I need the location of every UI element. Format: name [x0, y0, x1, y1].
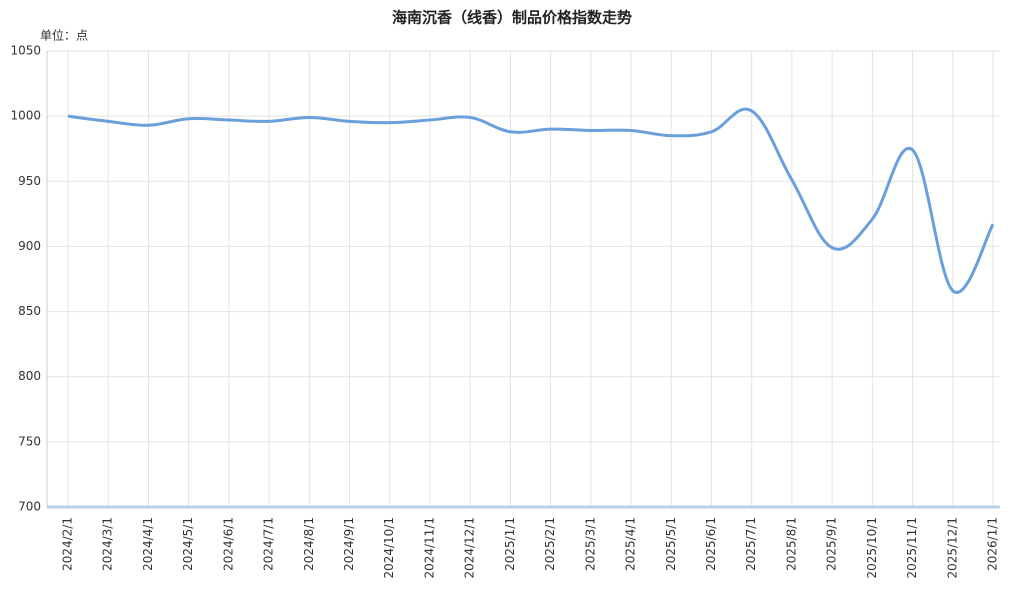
x-tick-label: 2025/11/1	[905, 517, 919, 579]
x-tick-label: 2025/9/1	[825, 517, 839, 571]
x-tick-label: 2024/10/1	[382, 517, 396, 579]
chart-title: 海南沉香（线香）制品价格指数走势	[392, 9, 632, 27]
x-tick-label: 2024/4/1	[141, 517, 155, 571]
y-tick-label: 1000	[10, 109, 41, 123]
x-tick-label: 2024/11/1	[422, 517, 436, 579]
y-tick-label: 850	[18, 304, 41, 318]
x-tick-label: 2025/7/1	[744, 517, 758, 571]
x-tick-label: 2025/5/1	[664, 517, 678, 571]
y-tick-label: 750	[18, 434, 41, 448]
x-tick-label: 2025/2/1	[543, 517, 557, 571]
x-tick-label: 2025/10/1	[865, 517, 879, 579]
y-tick-label: 700	[18, 500, 41, 514]
x-tick-label: 2024/2/1	[61, 517, 75, 571]
x-tick-label: 2025/6/1	[704, 517, 718, 571]
x-tick-label: 2025/12/1	[945, 517, 959, 579]
x-tick-label: 2025/3/1	[583, 517, 597, 571]
x-tick-label: 2024/12/1	[463, 517, 477, 579]
y-tick-label: 1050	[10, 44, 41, 58]
unit-label: 单位：点	[40, 28, 88, 43]
x-tick-label: 2024/3/1	[101, 517, 115, 571]
x-tick-label: 2024/8/1	[302, 517, 316, 571]
y-tick-label: 950	[18, 174, 41, 188]
data-line	[67, 107, 995, 294]
y-tick-label: 900	[18, 239, 41, 253]
x-tick-label: 2024/7/1	[262, 517, 276, 571]
x-tick-label: 2024/6/1	[221, 517, 235, 571]
x-tick-label: 2025/1/1	[503, 517, 517, 571]
y-tick-label: 800	[18, 369, 41, 383]
x-tick-label: 2024/9/1	[342, 517, 356, 571]
x-tick-label: 2024/5/1	[181, 517, 195, 571]
x-tick-label: 2026/1/1	[986, 517, 1000, 571]
x-tick-label: 2025/8/1	[784, 517, 798, 571]
x-tick-label: 2025/4/1	[624, 517, 638, 571]
